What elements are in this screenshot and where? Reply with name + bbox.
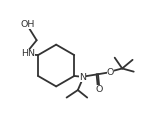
Text: O: O	[107, 68, 114, 77]
Text: OH: OH	[20, 20, 34, 29]
Text: O: O	[95, 85, 103, 94]
Text: HN: HN	[21, 49, 35, 58]
Text: N: N	[79, 73, 86, 82]
